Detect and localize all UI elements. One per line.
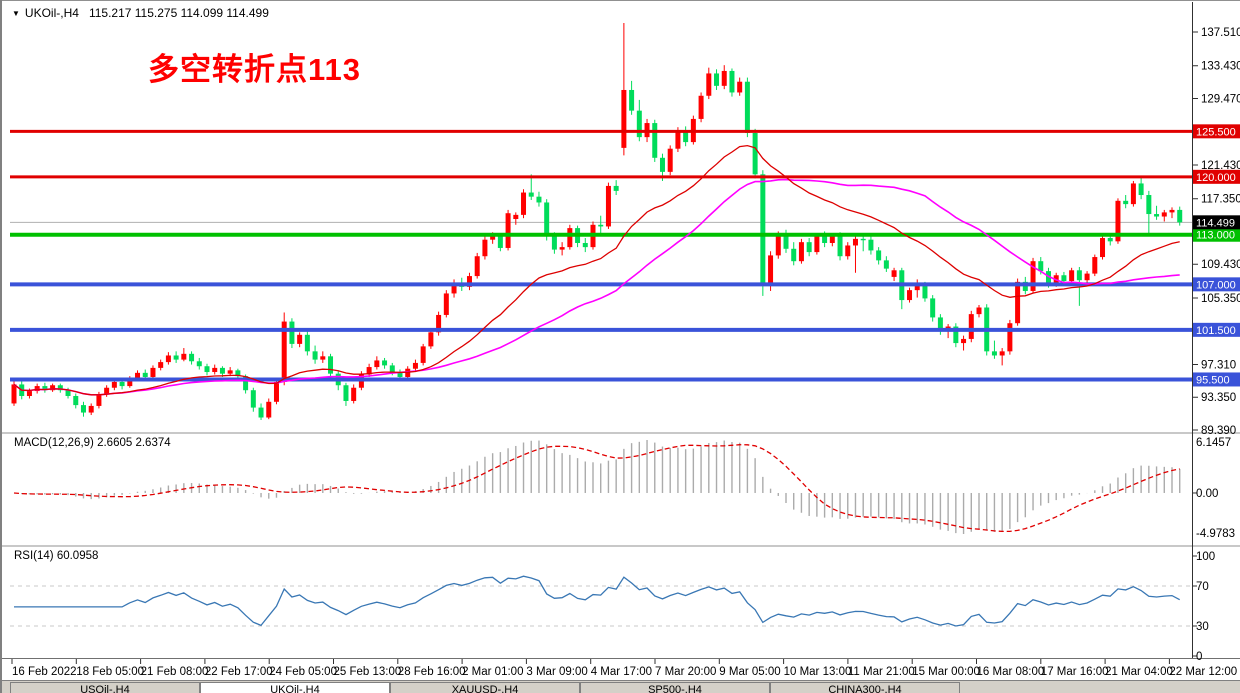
svg-text:93.350: 93.350 — [1201, 392, 1236, 404]
chart-tab-china300-h4[interactable]: CHINA300-,H4 — [770, 682, 960, 693]
chart-tab-usoil-h4[interactable]: USOil-,H4 — [10, 682, 200, 693]
svg-text:6.1457: 6.1457 — [1196, 437, 1231, 449]
rsi-pane — [10, 575, 1192, 627]
svg-text:3 Mar 09:00: 3 Mar 09:00 — [526, 666, 587, 678]
svg-text:11 Mar 21:00: 11 Mar 21:00 — [848, 666, 915, 678]
svg-text:133.430: 133.430 — [1201, 61, 1240, 73]
svg-text:101.500: 101.500 — [1196, 325, 1236, 337]
svg-text:100: 100 — [1196, 551, 1215, 563]
svg-text:22 Feb 17:00: 22 Feb 17:00 — [205, 666, 273, 678]
svg-text:16 Feb 2022: 16 Feb 2022 — [12, 666, 77, 678]
svg-text:105.350: 105.350 — [1201, 293, 1240, 305]
rsi-indicator-readout: RSI(14) 60.0958 — [14, 550, 99, 562]
svg-text:0: 0 — [1196, 651, 1202, 663]
svg-text:97.310: 97.310 — [1201, 359, 1236, 371]
chart-title: ▼ UKOil-,H4 115.217 115.275 114.099 114.49… — [12, 6, 269, 20]
svg-text:125.500: 125.500 — [1196, 126, 1236, 138]
svg-text:15 Mar 00:00: 15 Mar 00:00 — [912, 666, 980, 678]
svg-text:95.500: 95.500 — [1196, 374, 1230, 386]
macd-pane — [13, 440, 1181, 534]
svg-text:129.470: 129.470 — [1201, 93, 1240, 105]
macd-axis: 6.1457 0.00 -4.9783 — [1192, 437, 1235, 540]
ohlc-readout: 115.217 115.275 114.099 114.499 — [88, 6, 269, 20]
svg-text:25 Feb 13:00: 25 Feb 13:00 — [334, 666, 402, 678]
svg-text:107.000: 107.000 — [1196, 279, 1236, 291]
svg-text:16 Mar 08:00: 16 Mar 08:00 — [977, 666, 1045, 678]
chart-tab-sp500-h4[interactable]: SP500-,H4 — [580, 682, 770, 693]
svg-text:114.499: 114.499 — [1196, 217, 1235, 229]
svg-text:137.510: 137.510 — [1201, 27, 1240, 39]
svg-text:0.00: 0.00 — [1196, 488, 1218, 500]
chart-tab-xauusd-h4[interactable]: XAUUSD-,H4 — [390, 682, 580, 693]
svg-text:18 Feb 05:00: 18 Feb 05:00 — [76, 666, 144, 678]
chart-tab-ukoil-h4[interactable]: UKOil-,H4 — [200, 682, 390, 693]
moving-averages-layer — [13, 144, 1180, 396]
svg-text:24 Feb 05:00: 24 Feb 05:00 — [269, 666, 337, 678]
svg-text:17 Mar 16:00: 17 Mar 16:00 — [1041, 666, 1109, 678]
svg-text:70: 70 — [1196, 581, 1209, 593]
svg-text:22 Mar 12:00: 22 Mar 12:00 — [1169, 666, 1237, 678]
svg-text:10 Mar 13:00: 10 Mar 13:00 — [784, 666, 852, 678]
horizontal-levels-layer — [10, 129, 1192, 382]
svg-text:89.390: 89.390 — [1201, 425, 1236, 437]
svg-text:21 Feb 08:00: 21 Feb 08:00 — [141, 666, 209, 678]
annotation-text: 多空转折点113 — [148, 52, 362, 87]
svg-text:30: 30 — [1196, 621, 1209, 633]
svg-text:109.430: 109.430 — [1201, 259, 1240, 271]
rsi-axis: 100 70 30 0 — [1192, 551, 1215, 663]
svg-text:4 Mar 17:00: 4 Mar 17:00 — [591, 666, 652, 678]
pane-separators — [2, 0, 1240, 659]
svg-text:121.430: 121.430 — [1201, 160, 1240, 172]
svg-text:120.000: 120.000 — [1196, 172, 1236, 184]
chart-tab-bar: USOil-,H4 UKOil-,H4 XAUUSD-,H4 SP500-,H4 CHI… — [2, 680, 1240, 693]
chevron-down-icon[interactable]: ▼ — [12, 9, 20, 18]
svg-text:9 Mar 05:00: 9 Mar 05:00 — [719, 666, 780, 678]
macd-indicator-readout: MACD(12,26,9) 2.6605 2.6374 — [14, 437, 171, 449]
svg-text:113.000: 113.000 — [1196, 230, 1235, 242]
svg-text:7 Mar 20:00: 7 Mar 20:00 — [655, 666, 716, 678]
svg-text:-4.9783: -4.9783 — [1196, 528, 1235, 540]
svg-text:2 Mar 01:00: 2 Mar 01:00 — [462, 666, 523, 678]
svg-text:21 Mar 04:00: 21 Mar 04:00 — [1105, 666, 1173, 678]
svg-text:28 Feb 16:00: 28 Feb 16:00 — [398, 666, 466, 678]
symbol-period-label: UKOil-,H4 — [24, 6, 79, 20]
price-axis: 137.510 133.430 129.470 121.430 117.350 109.4… — [1192, 27, 1240, 437]
svg-text:117.350: 117.350 — [1201, 194, 1240, 206]
